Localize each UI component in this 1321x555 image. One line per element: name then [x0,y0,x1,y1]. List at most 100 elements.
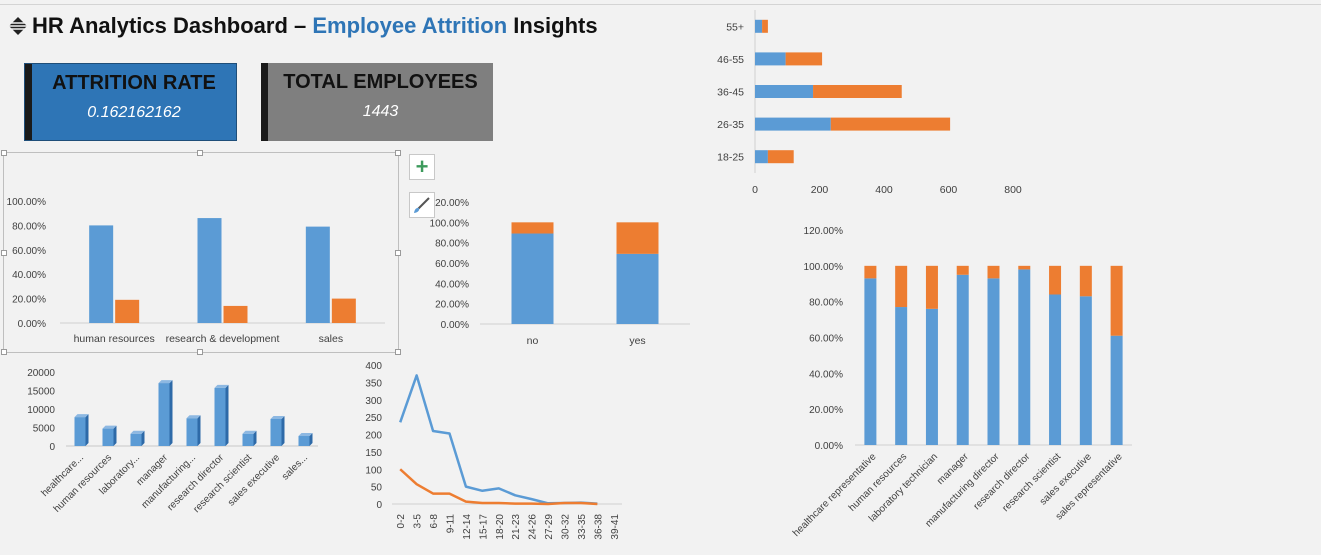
card-accent-bar [261,63,268,141]
bar [298,436,310,446]
bar-segment [956,265,969,275]
y-tick-label: 120.00% [430,198,470,209]
x-tick-label: 36-38 [593,514,604,540]
resize-handle[interactable] [395,150,401,156]
y-tick-label: 0.00% [815,441,843,452]
y-tick-label: 60.00% [809,334,843,345]
bar-side [309,433,313,446]
bar-segment [755,117,831,131]
x-tick-label: 15-17 [478,514,489,540]
y-tick-label: 50 [371,483,383,494]
y-tick-label: 40.00% [809,369,843,380]
department-attrition-chart[interactable]: 0.00% 20.00% 40.00% 60.00% 80.00% 100.00% huma… [0,190,400,350]
resize-handle[interactable] [1,349,7,355]
series-line [399,374,598,505]
bar-top [102,425,117,429]
y-tick-label: 36-45 [717,87,744,99]
chart-style-button[interactable] [409,192,435,218]
bar-segment [987,265,1000,279]
bar-side [113,425,117,446]
bar-segment [864,278,877,445]
total-employees-label: TOTAL EMPLOYEES [283,71,478,93]
x-tick-label: 0-2 [396,514,407,529]
selected-chart-frame[interactable] [1,150,401,355]
y-tick-label: 15000 [27,387,55,398]
x-tick-label: sales [319,333,344,345]
attrition-rate-label: ATTRITION RATE [52,72,216,94]
x-tick-label: 21-23 [511,514,522,540]
y-tick-label: 0.00% [441,320,469,331]
y-tick-label: 300 [365,396,382,407]
y-tick-label: 55+ [726,21,744,33]
bar-top [242,430,257,434]
add-chart-element-button[interactable]: + [409,154,435,180]
resize-handle[interactable] [1,150,7,156]
y-tick-label: 26-35 [717,119,744,131]
bar-segment [616,253,659,324]
total-employees-value: 1443 [362,103,399,120]
y-tick-label: 100 [365,465,382,476]
y-tick-label: 60.00% [12,246,46,257]
y-tick-label: 0 [376,500,382,511]
bar-segment [1079,265,1092,297]
x-tick-label: yes [629,335,645,347]
bar-top [298,433,313,437]
bar [305,226,330,323]
resize-handle[interactable] [395,250,401,256]
resize-handle[interactable] [395,349,401,355]
bar-top [158,380,173,384]
attrition-rate-card[interactable]: ATTRITION RATE 0.162162162 [24,63,237,141]
bar-segment [830,117,951,131]
x-tick-label: 12-14 [462,514,473,540]
x-tick-label: 6-8 [429,514,440,529]
job-role-attrition-chart[interactable]: 0.00% 20.00% 40.00% 60.00% 80.00% 100.00% 120.… [760,215,1160,555]
resize-handle[interactable] [197,349,203,355]
bar [197,218,222,323]
bar-segment [762,19,768,33]
bar [102,428,114,446]
y-tick-label: 20.00% [12,295,46,306]
y-tick-label: 80.00% [435,239,469,250]
plus-icon: + [415,154,429,179]
bar-segment [925,265,938,309]
bar [331,298,356,323]
x-tick-label: 400 [875,184,893,196]
grid-icon [9,17,27,35]
resize-handle[interactable] [197,150,203,156]
bar [158,383,170,446]
x-tick-label: 9-11 [446,514,457,534]
bar-segment [1110,335,1123,445]
bar-segment [767,150,794,164]
overtime-attrition-chart[interactable]: 0.00% 20.00% 40.00% 60.00% 80.00% 100.00% 120.… [400,190,700,355]
y-tick-label: 46-55 [717,54,744,66]
bar-side [197,415,201,446]
bar [242,433,254,446]
age-group-chart[interactable]: 0 200 400 600 800 18-25 26-35 36-45 46-55 55+ [700,10,1050,200]
total-employees-card[interactable]: TOTAL EMPLOYEES 1443 [261,63,493,141]
y-tick-label: 100.00% [804,262,844,273]
y-tick-label: 200 [365,431,382,442]
y-tick-label: 5000 [33,424,56,435]
bar [214,387,226,446]
bar-segment [864,265,877,279]
x-tick-label: research & development [166,333,280,345]
bar-segment [1110,265,1123,336]
bar-segment [511,233,554,324]
brush-icon [414,197,430,213]
x-tick-label: 200 [811,184,829,196]
y-tick-label: 350 [365,378,382,389]
y-tick-label: 100.00% [7,197,47,208]
x-tick-label: no [527,335,539,347]
x-tick-label: research director [972,451,1033,512]
resize-handle[interactable] [1,250,7,256]
bar-segment [895,307,908,445]
bar-segment [785,52,823,66]
x-tick-label: 800 [1004,184,1022,196]
y-tick-label: 20.00% [809,405,843,416]
y-tick-label: 20.00% [435,300,469,311]
bar-segment [813,85,902,98]
y-tick-label: 400 [365,361,382,372]
x-tick-label: 24-26 [528,514,539,540]
years-at-company-chart[interactable]: 0 50 100 150 200 250 300 350 400 0-2 3-5 6-8 9-11 12-… [360,355,660,555]
